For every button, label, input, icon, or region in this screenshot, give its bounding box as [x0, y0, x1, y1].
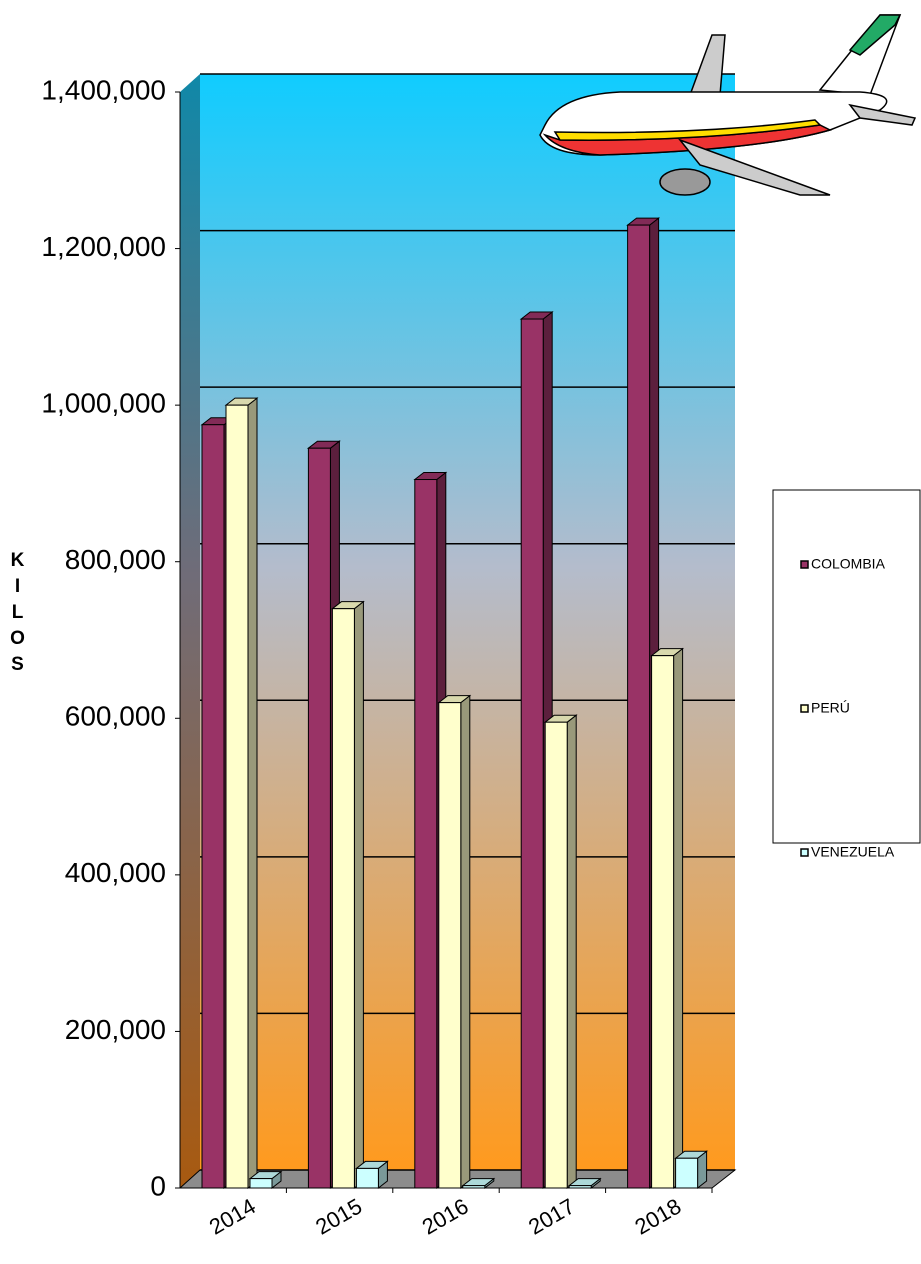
bar	[201, 424, 225, 1189]
legend-swatch	[800, 848, 809, 857]
bar	[331, 608, 355, 1189]
bar	[438, 702, 462, 1189]
legend: COLOMBIA PERÚ VENEZUELA	[772, 489, 921, 860]
legend-label: COLOMBIA	[811, 556, 886, 572]
y-tick-label: 1,000,000	[41, 388, 166, 419]
airplane-illustration	[539, 14, 917, 196]
side-wall	[180, 74, 200, 1188]
bar	[568, 1185, 592, 1189]
bar	[675, 1157, 699, 1189]
bar-side	[566, 714, 577, 1190]
x-tick-label: 2018	[631, 1193, 686, 1239]
bar	[544, 721, 568, 1189]
bar-side	[247, 397, 258, 1190]
bar-side	[353, 600, 364, 1190]
bar-side	[673, 647, 684, 1190]
plot-area: 0 200,000 400,000 600,000 800,000 1,000,000 1,…	[41, 73, 737, 1240]
x-tick-label: 2016	[418, 1193, 473, 1239]
bar	[249, 1178, 273, 1189]
y-tick-label: 600,000	[65, 701, 166, 732]
bar	[520, 318, 544, 1189]
y-tick-label: 1,200,000	[41, 231, 166, 262]
x-tick-label: 2017	[524, 1193, 579, 1239]
bar	[225, 404, 249, 1189]
y-tick-label: 400,000	[65, 857, 166, 888]
y-axis-title: KILOS	[7, 550, 28, 680]
bar	[627, 224, 651, 1189]
legend-swatch	[800, 704, 809, 713]
y-tick-label: 800,000	[65, 544, 166, 575]
bar-side	[460, 694, 471, 1190]
legend-swatch	[800, 560, 809, 569]
bar	[414, 479, 438, 1189]
legend-box	[772, 489, 921, 844]
x-tick-label: 2015	[311, 1193, 366, 1239]
bar	[307, 447, 331, 1189]
x-tick-label: 2014	[205, 1193, 260, 1239]
y-tick-label: 1,400,000	[41, 74, 166, 105]
y-tick-label: 200,000	[65, 1014, 166, 1045]
bar	[355, 1167, 379, 1189]
legend-label: VENEZUELA	[811, 844, 895, 860]
bar	[651, 655, 675, 1189]
bar	[462, 1185, 486, 1189]
legend-label: PERÚ	[811, 700, 850, 716]
y-tick-label: 0	[150, 1170, 166, 1201]
